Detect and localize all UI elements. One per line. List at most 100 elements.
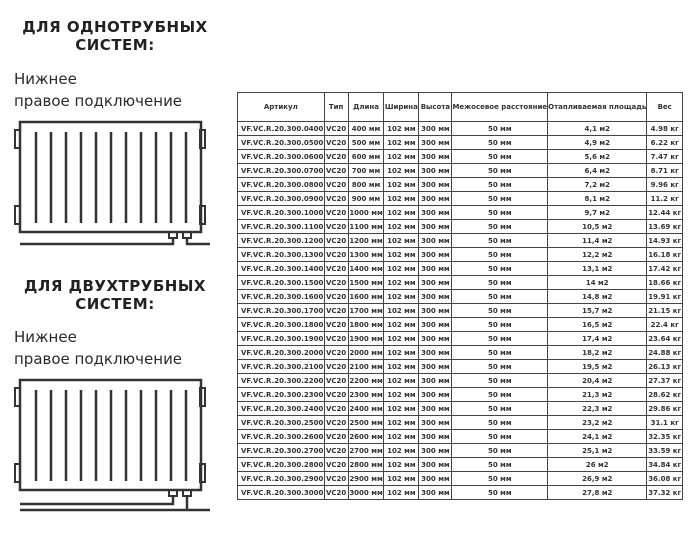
table-cell: VC20 [323,443,349,458]
specs-table: Артикул Тип Длина Ширина Высота Межосевое рас… [237,92,683,500]
table-cell: 102 мм [383,233,420,248]
table-cell: 102 мм [383,359,420,374]
table-cell: 50 мм [451,233,549,248]
table-cell: 300 мм [418,485,453,500]
table-cell: 15,7 м2 [547,303,648,318]
table-cell: 21,3 м2 [547,387,648,402]
table-cell: 2800 мм [347,457,385,472]
table-cell: 500 мм [347,135,385,150]
table-cell: 2900 мм [347,471,385,486]
table-cell: 400 мм [347,121,385,136]
table-cell: 102 мм [383,289,420,304]
table-cell: 8,1 м2 [547,191,648,206]
table-cell: 18.66 кг [646,275,683,290]
table-cell: VC20 [323,317,349,332]
table-cell: 10,5 м2 [547,219,648,234]
table-cell: 50 мм [451,373,549,388]
table-cell: VC20 [323,275,349,290]
table-cell: 102 мм [383,401,420,416]
table-cell: 50 мм [451,485,549,500]
table-cell: 300 мм [418,471,453,486]
table-cell: 17,4 м2 [547,331,648,346]
table-cell: 2100 мм [347,359,385,374]
table-cell: VF.VC.R.20.300.0700 [237,163,325,178]
table-cell: 29.86 кг [646,401,683,416]
table-cell: 24.88 кг [646,345,683,360]
table-cell: 300 мм [418,163,453,178]
single-pipe-title: ДЛЯ ОДНОТРУБНЫХ СИСТЕМ: [10,18,220,54]
table-cell: 14,8 м2 [547,289,648,304]
table-cell: 25,1 м2 [547,443,648,458]
table-row: VF.VC.R.20.300.2100 VC20 2100 мм 102 мм 300 … [237,359,683,374]
table-cell: VC20 [323,457,349,472]
table-cell: VF.VC.R.20.300.2600 [237,429,325,444]
table-cell: VF.VC.R.20.300.0800 [237,177,325,192]
table-cell: 300 мм [418,261,453,276]
table-cell: 1800 мм [347,317,385,332]
table-cell: 27,8 м2 [547,485,648,500]
table-cell: 900 мм [347,191,385,206]
table-cell: 300 мм [418,205,453,220]
table-cell: 50 мм [451,443,549,458]
double-pipe-subtitle: Нижнее правое подключение [14,326,182,370]
table-cell: 300 мм [418,387,453,402]
table-cell: 11,4 м2 [547,233,648,248]
table-cell: VC20 [323,401,349,416]
table-row: VF.VC.R.20.300.0700 VC20 700 мм 102 мм 300 м… [237,163,683,178]
table-cell: 102 мм [383,121,420,136]
table-cell: VF.VC.R.20.300.2400 [237,401,325,416]
table-cell: 102 мм [383,275,420,290]
table-cell: 12,2 м2 [547,247,648,262]
table-cell: 6.22 кг [646,135,683,150]
table-cell: 300 мм [418,457,453,472]
table-row: VF.VC.R.20.300.3000 VC20 3000 мм 102 мм 300 … [237,485,683,500]
table-cell: 50 мм [451,471,549,486]
table-row: VF.VC.R.20.300.2000 VC20 2000 мм 102 мм 300 … [237,345,683,360]
table-cell: 300 мм [418,247,453,262]
table-cell: VF.VC.R.20.300.1500 [237,275,325,290]
table-cell: 16,5 м2 [547,317,648,332]
subtitle-line: правое подключение [14,350,183,368]
table-cell: 102 мм [383,373,420,388]
table-cell: 11.2 кг [646,191,683,206]
table-cell: 102 мм [383,331,420,346]
table-cell: VF.VC.R.20.300.2200 [237,373,325,388]
table-cell: 102 мм [383,191,420,206]
table-cell: 300 мм [418,233,453,248]
table-cell: 1500 мм [347,275,385,290]
table-cell: 102 мм [383,471,420,486]
table-cell: 300 мм [418,443,453,458]
table-cell: 13,1 м2 [547,261,648,276]
table-cell: 32.35 кг [646,429,683,444]
table-cell: 50 мм [451,415,549,430]
table-cell: 300 мм [418,303,453,318]
table-row: VF.VC.R.20.300.2400 VC20 2400 мм 102 мм 300 … [237,401,683,416]
column-header: Высота [418,92,453,122]
table-cell: 102 мм [383,219,420,234]
table-cell: VC20 [323,135,349,150]
table-cell: 102 мм [383,485,420,500]
column-header: Тип [323,92,349,122]
table-cell: VC20 [323,303,349,318]
table-cell: VF.VC.R.20.300.2900 [237,471,325,486]
table-cell: 300 мм [418,373,453,388]
subtitle-line: Нижнее [14,328,77,346]
column-header: Отапливаемая площадь [547,92,648,122]
table-cell: VF.VC.R.20.300.2700 [237,443,325,458]
table-cell: VC20 [323,219,349,234]
table-cell: 102 мм [383,177,420,192]
table-row: VF.VC.R.20.300.2900 VC20 2900 мм 102 мм 300 … [237,471,683,486]
table-cell: 18,2 м2 [547,345,648,360]
table-cell: VF.VC.R.20.300.1600 [237,289,325,304]
table-cell: 50 мм [451,303,549,318]
table-row: VF.VC.R.20.300.1400 VC20 1400 мм 102 мм 300 … [237,261,683,276]
table-row: VF.VC.R.20.300.1000 VC20 1000 мм 102 мм 300 … [237,205,683,220]
table-cell: 102 мм [383,261,420,276]
subtitle-line: правое подключение [14,92,183,110]
table-cell: 102 мм [383,149,420,164]
table-cell: 300 мм [418,415,453,430]
table-cell: 50 мм [451,317,549,332]
table-cell: 50 мм [451,121,549,136]
table-cell: 24,1 м2 [547,429,648,444]
table-cell: 102 мм [383,415,420,430]
